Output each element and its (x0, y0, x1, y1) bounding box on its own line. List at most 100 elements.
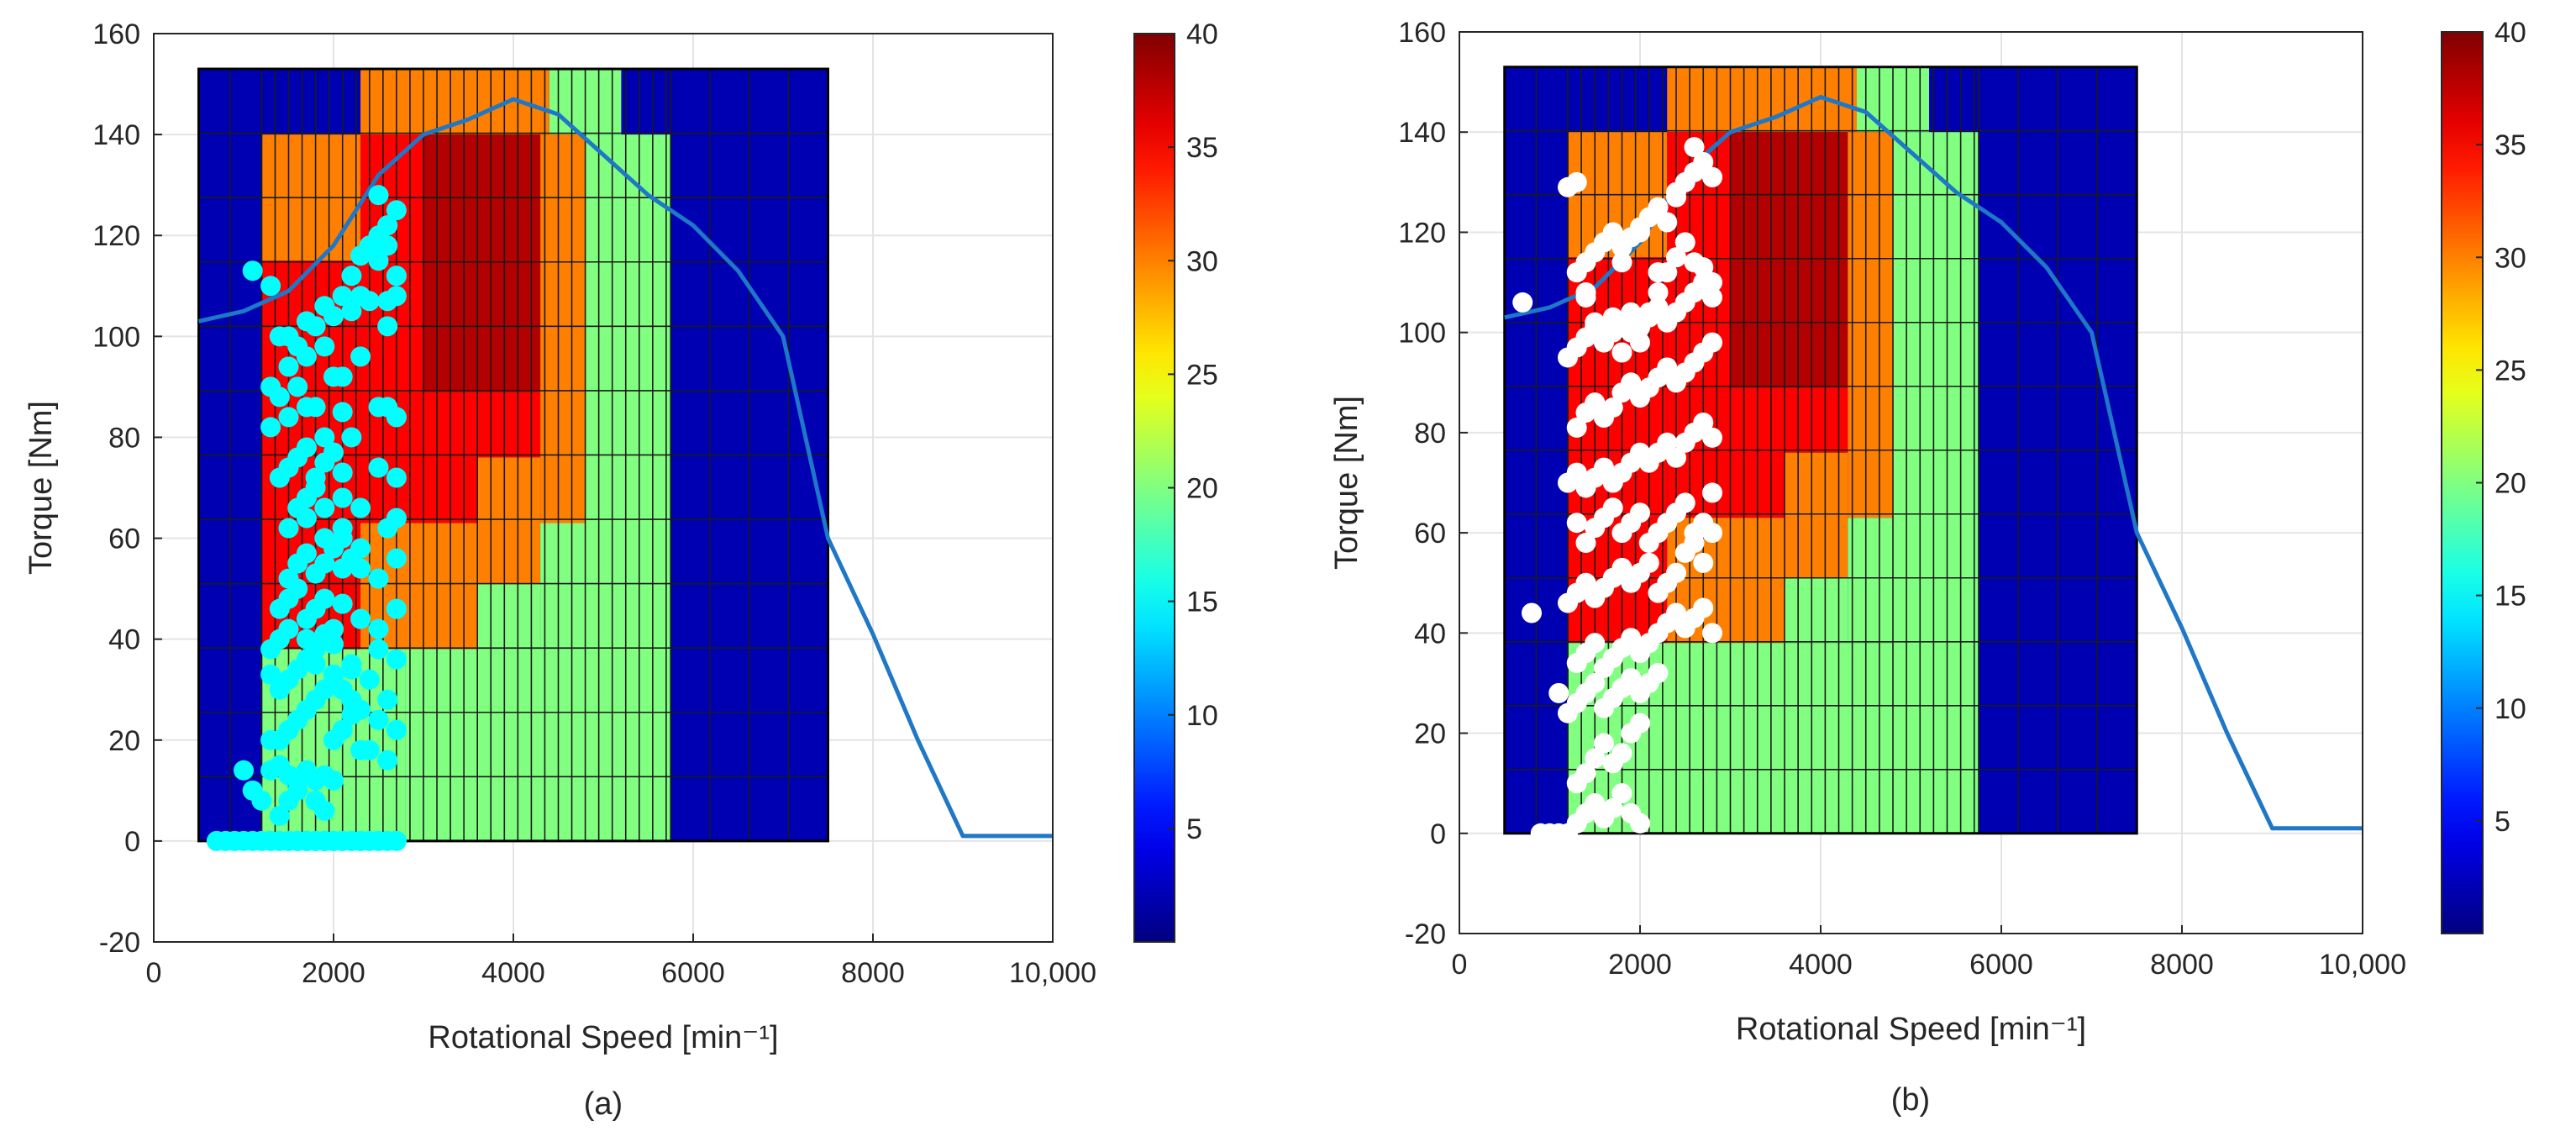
operating-point (332, 593, 353, 614)
operating-point (359, 739, 380, 760)
y-tick-label: 120 (92, 220, 140, 252)
operating-point (1602, 497, 1623, 518)
operating-point (1522, 602, 1542, 623)
colorbar-tick-label: 25 (2495, 355, 2526, 387)
operating-point (323, 634, 344, 655)
operating-point (350, 497, 371, 518)
colorbar-tick-label: 35 (1186, 132, 1218, 164)
y-tick-label: 160 (1398, 17, 1446, 49)
operating-point (1585, 392, 1606, 413)
operating-point (1611, 557, 1632, 578)
operating-point (386, 719, 407, 740)
operating-point (1611, 252, 1632, 273)
x-tick-label: 8000 (841, 957, 905, 989)
y-axis-label: Torque [Nm] (24, 401, 59, 575)
operating-point (341, 659, 362, 680)
operating-point (1611, 783, 1632, 804)
operating-point (1648, 281, 1669, 302)
colorbar-tick-label: 15 (1186, 587, 1218, 618)
operating-point (386, 649, 407, 670)
operating-point (368, 709, 389, 730)
y-tick-label: 0 (124, 826, 140, 858)
colorbar-tick-label: 30 (1186, 245, 1218, 277)
operating-point (314, 296, 335, 317)
operating-point (305, 639, 326, 660)
operating-point (278, 618, 299, 639)
operating-point (314, 800, 335, 821)
heatmap-border (197, 67, 829, 843)
operating-point (1621, 667, 1642, 688)
operating-point (1566, 462, 1587, 483)
x-tick-label: 8000 (2150, 949, 2214, 981)
operating-point (368, 250, 389, 271)
operating-point (314, 336, 335, 357)
axes-box (1459, 31, 2363, 934)
operating-point (1512, 292, 1533, 313)
operating-point (1702, 482, 1722, 503)
operating-point (368, 397, 389, 418)
operating-point (332, 719, 353, 740)
operating-point (1657, 357, 1678, 378)
y-tick-label: 40 (108, 624, 140, 656)
colorbar-tick-label: 30 (2495, 242, 2526, 274)
operating-point (251, 790, 272, 811)
operating-point (350, 608, 371, 629)
operating-point (1657, 212, 1678, 233)
heatmap-cell (1848, 132, 1893, 518)
operating-point (1611, 743, 1632, 764)
operating-point (1594, 322, 1614, 343)
operating-point (1585, 633, 1606, 654)
operating-point (332, 402, 353, 423)
operating-point (377, 689, 398, 710)
operating-point (332, 518, 353, 539)
colorbar-tick-label: 25 (1186, 359, 1218, 391)
y-tick-label: 140 (1398, 117, 1446, 149)
operating-point (341, 301, 362, 322)
y-tick-label: 140 (92, 119, 140, 151)
y-tick-label: -20 (99, 927, 140, 959)
operating-point (1702, 287, 1722, 308)
operating-point (278, 568, 299, 589)
operating-point (260, 664, 281, 685)
operating-point (1602, 307, 1623, 328)
operating-point (332, 366, 353, 387)
operating-point (332, 558, 353, 579)
operating-point (260, 376, 281, 397)
operating-point (234, 760, 254, 781)
operating-point (278, 356, 299, 377)
operating-point (1702, 427, 1722, 448)
operating-point (368, 639, 389, 660)
operating-point (323, 664, 344, 685)
y-tick-label: 100 (92, 321, 140, 353)
operating-point (341, 427, 362, 448)
colorbar-tick-label: 40 (1186, 18, 1218, 50)
heatmap-cell (1893, 132, 1979, 834)
y-tick-label: 120 (1398, 217, 1446, 249)
operating-point (350, 538, 371, 559)
panel-caption: (a) (584, 1086, 623, 1122)
heatmap-cell (1730, 132, 1848, 388)
operating-point (377, 316, 398, 337)
operating-point (1611, 342, 1632, 363)
x-tick-label: 6000 (661, 957, 725, 989)
operating-point (323, 442, 344, 463)
panel-b: 0 2000 4000 6000 8000 10,000-2002040608010012… (1329, 17, 2526, 1118)
operating-point (377, 235, 398, 256)
y-tick-label: 80 (108, 422, 140, 454)
operating-point (1666, 562, 1686, 583)
operating-point (1566, 171, 1587, 192)
y-tick-label: 160 (92, 18, 140, 50)
operating-point (1621, 302, 1642, 323)
operating-point (1693, 552, 1714, 573)
y-tick-label: 60 (108, 523, 140, 555)
heatmap-cell (1785, 452, 1848, 578)
operating-point (1666, 247, 1686, 268)
axes-box (153, 33, 1054, 943)
operating-point (386, 508, 407, 529)
colorbar-tick-label: 20 (1186, 473, 1218, 505)
y-tick-label: 100 (1398, 318, 1446, 350)
heatmap-cell (1785, 387, 1848, 453)
operating-point (305, 654, 326, 675)
operating-point (1575, 281, 1596, 302)
max-torque-curve (197, 97, 1053, 839)
